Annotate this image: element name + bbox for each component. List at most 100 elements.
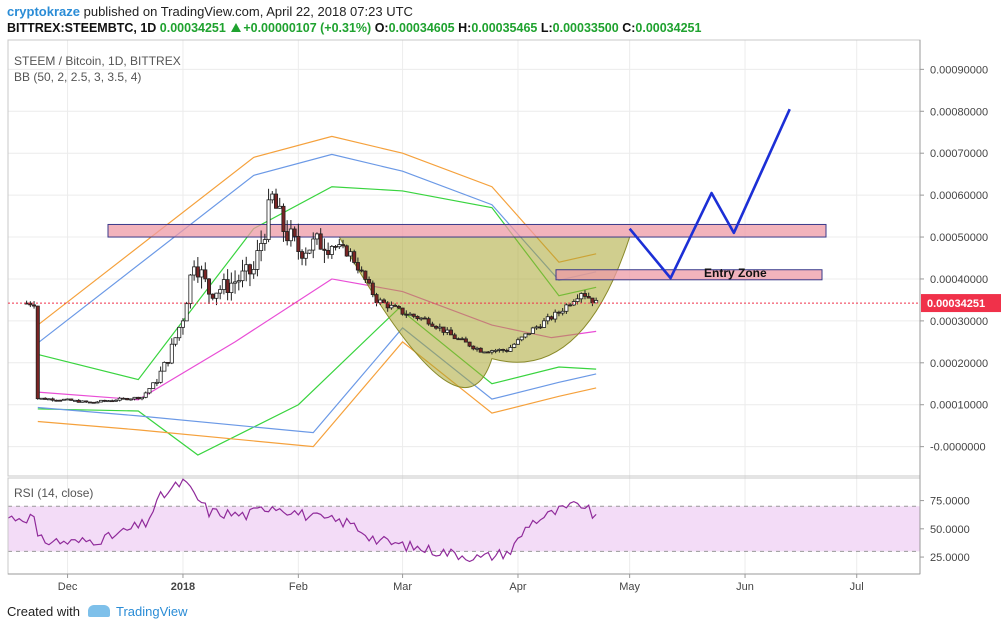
candle-body xyxy=(39,397,44,400)
candle-body xyxy=(396,306,401,309)
entry-zone-box xyxy=(555,269,823,281)
high-label: H: xyxy=(458,21,472,35)
candle-body xyxy=(158,370,163,383)
pane-title: STEEM / Bitcoin, 1D, BITTREX xyxy=(14,54,181,68)
candle-body xyxy=(590,297,595,304)
axes: 0.00090000 0.00080000 0.00070000 0.00060000… xyxy=(7,39,1001,593)
rsi-tick-label: 25.0000 xyxy=(930,552,970,564)
candle-body xyxy=(419,317,424,320)
candle-body xyxy=(594,300,599,304)
y-tick-label: 0.00020000 xyxy=(930,358,988,370)
candle-body xyxy=(274,193,279,209)
candle-body xyxy=(355,262,360,271)
candle-body xyxy=(229,282,234,294)
candle-body xyxy=(426,318,431,325)
candle-body xyxy=(262,239,267,244)
candle-body xyxy=(381,299,386,304)
candle-body xyxy=(251,269,256,275)
candle-body xyxy=(99,399,104,403)
price-tag-label: 0.00034251 xyxy=(927,298,985,310)
up-arrow-icon xyxy=(231,23,242,32)
y-tick-label: 0.00030000 xyxy=(930,316,988,328)
bb-lower_2-line xyxy=(37,307,597,456)
rsi-label: RSI (14, close) xyxy=(14,486,94,500)
candle-body xyxy=(352,251,357,263)
candle-body xyxy=(329,245,334,255)
candle-body xyxy=(374,294,379,304)
candle-body xyxy=(84,400,89,403)
candle-body xyxy=(318,233,323,250)
candle-body xyxy=(95,401,100,404)
candle-body xyxy=(568,304,573,307)
candle-body xyxy=(121,397,126,400)
x-tick-label: Feb xyxy=(289,581,308,593)
symbol-label: BITTREX:STEEMBTC, 1D xyxy=(7,21,157,35)
candle-body xyxy=(270,193,275,201)
brand-link[interactable]: TradingView xyxy=(115,604,188,619)
candle-body xyxy=(117,397,122,401)
candle-body xyxy=(452,334,457,340)
candle-body xyxy=(486,351,491,354)
candle-body xyxy=(497,349,502,351)
candle-body xyxy=(467,341,472,347)
candle-body xyxy=(508,347,513,352)
candle-body xyxy=(169,343,174,364)
candle-body xyxy=(125,397,130,401)
candle-body xyxy=(542,320,547,328)
ohlc-line: BITTREX:STEEMBTC, 1D 0.00034251 +0.00000… xyxy=(7,21,701,35)
candle-body xyxy=(471,345,476,350)
candle-body xyxy=(50,398,55,401)
candle-body xyxy=(136,396,141,400)
candle-body xyxy=(214,292,219,299)
candle-body xyxy=(54,399,59,402)
candle-body xyxy=(288,228,293,242)
candle-body xyxy=(538,326,543,329)
candle-body xyxy=(553,311,558,320)
candle-body xyxy=(501,349,506,351)
projection-path xyxy=(628,108,791,280)
candle-body xyxy=(46,398,51,401)
rsi-line xyxy=(7,478,597,563)
candle-body xyxy=(143,392,148,398)
candle-body xyxy=(512,343,517,348)
candle-body xyxy=(285,231,290,242)
candle-body xyxy=(434,325,439,329)
candle-body xyxy=(233,281,238,284)
entry-zone-label: Entry Zone xyxy=(704,266,767,280)
y-tick-label: -0.0000000 xyxy=(930,442,986,454)
rsi-tick-label: 50.0000 xyxy=(930,524,970,536)
candle-body xyxy=(326,250,331,255)
candle-body xyxy=(80,400,85,403)
open-value: 0.00034605 xyxy=(388,21,455,35)
x-tick-label: Apr xyxy=(509,581,526,593)
candle-body xyxy=(314,233,319,240)
candle-body xyxy=(236,280,241,283)
candle-body xyxy=(504,349,509,352)
candle-body xyxy=(560,310,565,314)
candle-body xyxy=(478,347,483,353)
candle-body xyxy=(437,326,442,329)
candle-body xyxy=(210,293,215,299)
candle-body xyxy=(519,336,524,341)
candle-body xyxy=(58,399,63,402)
candle-body xyxy=(151,382,156,389)
candle-body xyxy=(173,337,178,345)
candle-body xyxy=(400,307,405,315)
candle-body xyxy=(322,248,327,251)
candles xyxy=(24,188,599,404)
candle-body xyxy=(411,313,416,317)
candle-body xyxy=(337,244,342,248)
candle-body xyxy=(344,245,349,257)
candle-body xyxy=(564,304,569,312)
candle-body xyxy=(367,279,372,284)
candle-body xyxy=(296,235,301,252)
candle-body xyxy=(113,399,118,402)
candle-body xyxy=(333,245,338,248)
candle-body xyxy=(255,250,260,270)
candle-body xyxy=(463,338,468,343)
low-label: L: xyxy=(540,21,553,35)
author-name[interactable]: cryptokraze xyxy=(7,4,80,19)
price-tag-box xyxy=(921,294,1001,313)
candle-body xyxy=(177,326,182,339)
